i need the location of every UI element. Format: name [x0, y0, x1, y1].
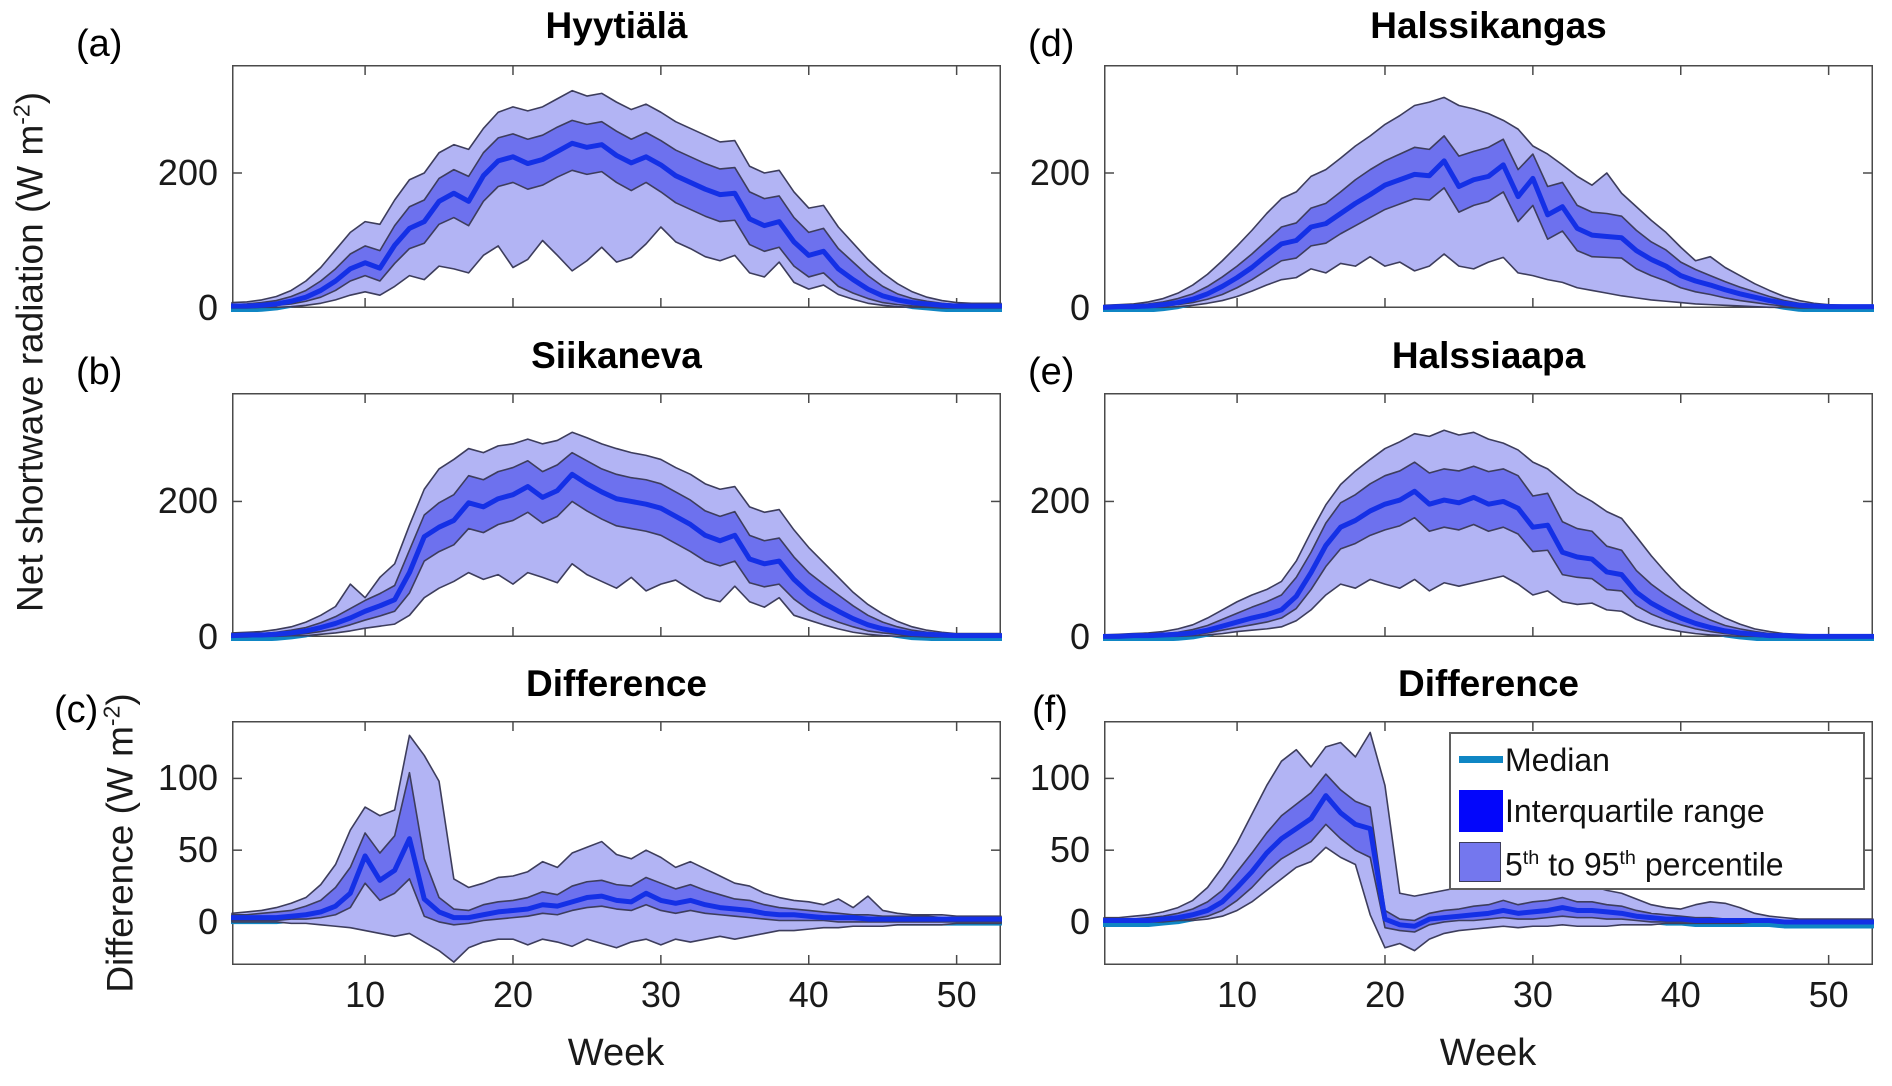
panel-e-label: (e): [1028, 351, 1075, 393]
panel-a-label: (a): [76, 23, 123, 65]
y-tick-label: 100: [157, 757, 218, 799]
panel-b-title: Siikaneva: [531, 335, 702, 376]
panel-d-title: Halssikangas: [1370, 5, 1607, 46]
panel-f: [1103, 721, 1874, 965]
iqr-swatch: [1459, 789, 1503, 832]
x-tick-label: 40: [1660, 974, 1701, 1015]
y-tick-label: 200: [157, 152, 218, 193]
legend: Median Interquartile range 5th to 95th p…: [1449, 732, 1865, 890]
panel-e-plot: [1103, 393, 1874, 641]
y-tick-label: 50: [177, 829, 218, 871]
percentile-swatch: [1459, 841, 1501, 882]
median-line-swatch: [1459, 756, 1503, 763]
x-tick-label: 10: [1217, 974, 1258, 1015]
panel-c-label: (c): [54, 689, 99, 731]
x-tick-label: 30: [1512, 974, 1553, 1015]
legend-label-median: Median: [1505, 741, 1610, 778]
panel-d-label: (d): [1028, 23, 1075, 65]
panel-d-plot: [1103, 65, 1874, 312]
legend-item-percentile: 5th to 95th percentile: [1451, 836, 1863, 887]
y-axis-label-radiation: Net shortwave radiation (W m-2): [8, 91, 51, 613]
legend-item-iqr: Interquartile range: [1451, 785, 1863, 836]
x-tick-label: 20: [1364, 974, 1405, 1015]
panel-b-label: (b): [76, 351, 123, 393]
panel-a-title: Hyytiälä: [545, 5, 688, 46]
x-tick-label: 50: [1808, 974, 1849, 1015]
x-tick-label: 10: [345, 974, 386, 1015]
legend-label-percentile: 5th to 95th percentile: [1505, 846, 1784, 883]
y-tick-label: 0: [1069, 900, 1090, 942]
panel-e: [1103, 393, 1874, 641]
legend-label-iqr: Interquartile range: [1505, 792, 1765, 829]
panel-b: [231, 393, 1002, 641]
legend-item-median: Median: [1451, 734, 1863, 785]
panel-c: [231, 721, 1002, 965]
x-axis-label-week-right: Week: [1439, 1032, 1537, 1074]
x-tick-label: 20: [492, 974, 533, 1015]
panel-c-plot: [231, 721, 1002, 965]
y-tick-label: 100: [1029, 757, 1090, 799]
panel-d: [1103, 65, 1874, 312]
y-tick-label: 0: [197, 900, 218, 942]
y-tick-label: 0: [1069, 616, 1090, 657]
panel-f-label: (f): [1032, 689, 1068, 731]
x-axis-label-week-left: Week: [567, 1032, 665, 1074]
panel-f-plot: [1103, 721, 1874, 965]
panel-b-plot: [231, 393, 1002, 641]
y-tick-label: 0: [1069, 287, 1090, 328]
panel-f-title: Difference: [1398, 663, 1579, 704]
panel-a: [231, 65, 1002, 312]
x-tick-label: 40: [788, 974, 829, 1015]
y-tick-label: 0: [197, 287, 218, 328]
x-tick-label: 50: [936, 974, 977, 1015]
panel-a-plot: [231, 65, 1002, 312]
y-tick-label: 50: [1049, 829, 1090, 871]
y-tick-label: 200: [1029, 152, 1090, 193]
panel-c-title: Difference: [526, 663, 707, 704]
x-tick-label: 30: [640, 974, 681, 1015]
y-tick-label: 200: [157, 480, 218, 522]
y-tick-label: 0: [197, 616, 218, 657]
panel-e-title: Halssiaapa: [1391, 335, 1586, 376]
y-tick-label: 200: [1029, 480, 1090, 522]
